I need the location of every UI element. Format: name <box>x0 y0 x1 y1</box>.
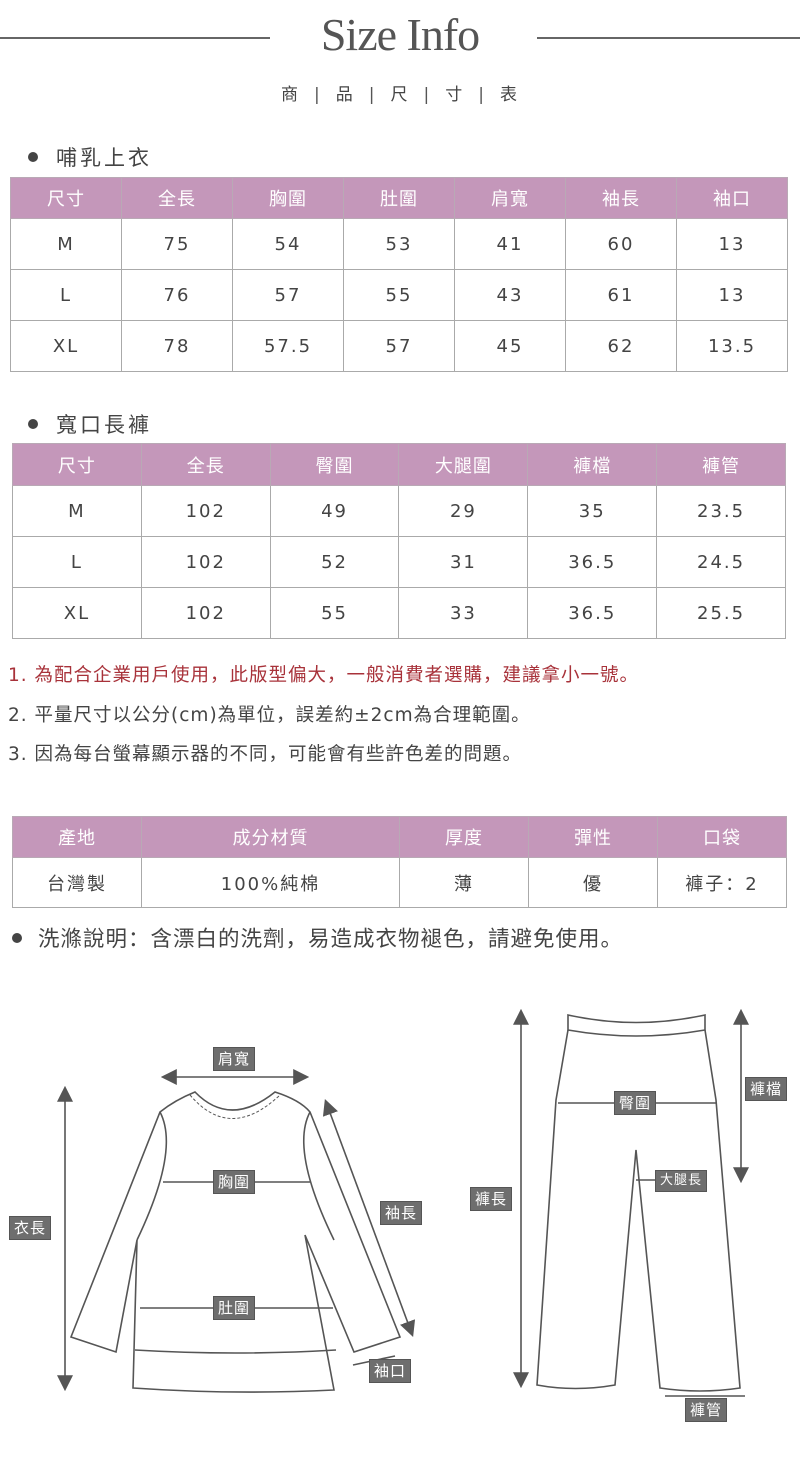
table-cell: 57 <box>232 269 344 321</box>
table-cell: 31 <box>398 536 529 588</box>
table-cell: 45 <box>454 320 566 372</box>
note-2: 2. 平量尺寸以公分(cm)為單位，誤差約±2cm為合理範圍。 <box>8 705 531 726</box>
subtitle-char: 商 <box>281 85 301 105</box>
shirt-drawing <box>57 1069 416 1393</box>
table-row: L 76 57 55 43 61 13 <box>10 269 788 321</box>
note-3: 3. 因為每台螢幕顯示器的不同，可能會有些許色差的問題。 <box>8 744 523 765</box>
heading-text: 哺乳上衣 <box>56 146 152 170</box>
wash-note-text: 洗滌說明：含漂白的洗劑，易造成衣物褪色，請避免使用。 <box>38 927 624 952</box>
table-cell: XL <box>10 320 122 372</box>
table-row: XL 78 57.5 57 45 62 13.5 <box>10 320 788 372</box>
table-cell: 25.5 <box>656 587 786 639</box>
label-shoulder: 肩寬 <box>213 1047 256 1071</box>
table-cell: L <box>12 536 142 588</box>
table-cell: XL <box>12 587 142 639</box>
column-header: 肩寬 <box>454 177 566 219</box>
title-rule-right <box>537 37 800 39</box>
label-rise: 褲檔 <box>745 1077 788 1101</box>
column-header: 肚圍 <box>343 177 455 219</box>
table-cell: 台灣製 <box>12 857 142 908</box>
table-cell: 102 <box>140 536 271 588</box>
top-section-heading: 哺乳上衣 <box>28 142 152 172</box>
table-cell: 60 <box>565 218 677 270</box>
pants-drawing <box>513 1008 749 1397</box>
table-row: L 102 52 31 36.5 24.5 <box>12 536 786 588</box>
table-cell: 33 <box>398 587 529 639</box>
column-header: 成分材質 <box>141 816 400 858</box>
table-cell: 61 <box>565 269 677 321</box>
label-pants-length: 褲長 <box>470 1187 513 1211</box>
table-cell: 24.5 <box>656 536 786 588</box>
heading-text: 寬口長褲 <box>56 413 152 437</box>
bullet-icon <box>12 933 22 943</box>
table-row: XL 102 55 33 36.5 25.5 <box>12 587 786 639</box>
subtitle-char: 品 <box>335 85 355 105</box>
page-subtitle: 商 | 品 | 尺 | 寸 | 表 <box>281 85 519 105</box>
column-header: 全長 <box>121 177 233 219</box>
table-cell: 55 <box>343 269 455 321</box>
header-row: 產地 成分材質 厚度 彈性 口袋 <box>12 816 787 858</box>
table-cell: 57.5 <box>232 320 344 372</box>
table-cell: 褲子：2 <box>657 857 787 908</box>
column-header: 臀圍 <box>269 443 400 486</box>
column-header: 產地 <box>12 816 142 858</box>
bullet-icon <box>28 419 38 429</box>
table-cell: 62 <box>565 320 677 372</box>
column-header: 口袋 <box>657 816 787 858</box>
table-cell: 49 <box>269 485 400 537</box>
table-cell: 13 <box>676 218 788 270</box>
pants-section-heading: 寬口長褲 <box>28 409 152 439</box>
table-cell: 78 <box>121 320 233 372</box>
table-cell: M <box>12 485 142 537</box>
subtitle-char: 表 <box>499 85 519 105</box>
subtitle-char: 尺 <box>390 85 410 105</box>
column-header: 褲管 <box>656 443 786 486</box>
note-1: 1. 為配合企業用戶使用，此版型偏大，一般消費者選購，建議拿小一號。 <box>8 665 640 686</box>
label-top-length: 衣長 <box>9 1216 52 1240</box>
table-cell: 75 <box>121 218 233 270</box>
table-cell: 76 <box>121 269 233 321</box>
table-cell: 13 <box>676 269 788 321</box>
table-row: 台灣製 100%純棉薄優褲子：2 <box>12 857 787 908</box>
column-header: 褲檔 <box>527 443 658 486</box>
label-sleeve: 袖長 <box>380 1201 423 1225</box>
table-row: M 102 49 29 35 23.5 <box>12 485 786 537</box>
table-cell: 54 <box>232 218 344 270</box>
column-header: 尺寸 <box>12 443 142 486</box>
wash-note: 洗滌說明：含漂白的洗劑，易造成衣物褪色，請避免使用。 <box>12 922 623 953</box>
label-thigh: 大腿長 <box>655 1170 708 1192</box>
bullet-icon <box>28 152 38 162</box>
pants-size-table: 尺寸 全長 臀圍 大腿圍 褲檔 褲管 M 102 49 29 35 23.5 L 102 52 31 36.5 2… <box>12 443 786 639</box>
table-cell: 35 <box>527 485 658 537</box>
table-cell: 57 <box>343 320 455 372</box>
table-cell: 55 <box>269 587 400 639</box>
top-size-table: 尺寸 全長 胸圍 肚圍 肩寬 袖長 袖口 M 75 54 53 41 60 13 L 76 57 55 43 61 13… <box>10 177 788 372</box>
table-cell: 52 <box>269 536 400 588</box>
label-belly: 肚圍 <box>213 1296 256 1320</box>
title-rule-left <box>0 37 270 39</box>
table-cell: 102 <box>140 587 271 639</box>
table-cell: 100%純棉 <box>141 857 400 908</box>
page-title: Size Info <box>320 9 480 60</box>
table-cell: 13.5 <box>676 320 788 372</box>
label-hip: 臀圍 <box>614 1091 657 1115</box>
column-header: 大腿圍 <box>398 443 529 486</box>
material-table: 產地 成分材質 厚度 彈性 口袋 台灣製 100%純棉薄優褲子：2 <box>12 816 787 908</box>
column-header: 彈性 <box>528 816 658 858</box>
column-header: 袖長 <box>565 177 677 219</box>
table-cell: M <box>10 218 122 270</box>
table-row: M 75 54 53 41 60 13 <box>10 218 788 270</box>
table-cell: 53 <box>343 218 455 270</box>
table-cell: 23.5 <box>656 485 786 537</box>
subtitle-char: 寸 <box>445 85 465 105</box>
column-header: 尺寸 <box>10 177 122 219</box>
label-hem: 褲管 <box>685 1398 728 1422</box>
table-cell: 36.5 <box>527 587 658 639</box>
column-header: 胸圍 <box>232 177 344 219</box>
label-cuff: 袖口 <box>369 1359 412 1383</box>
label-chest: 胸圍 <box>213 1170 256 1194</box>
table-cell: 36.5 <box>527 536 658 588</box>
